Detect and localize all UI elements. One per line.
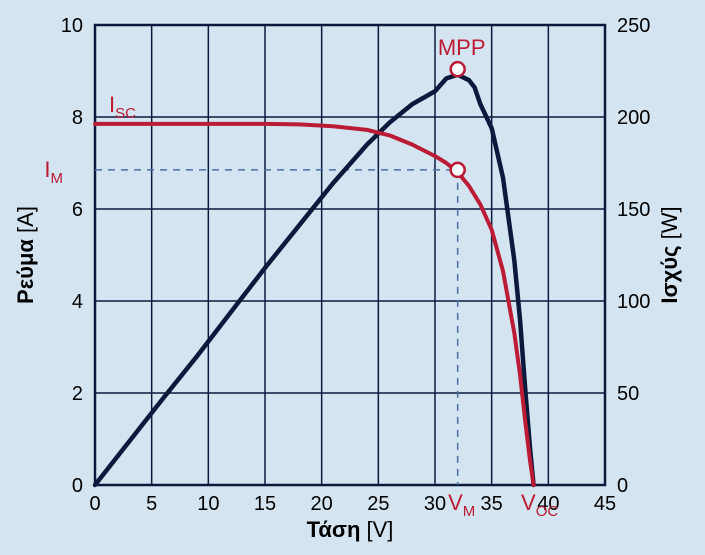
y-right-tick: 100 [617,291,650,313]
x-tick: 35 [481,493,503,515]
y-left-tick: 4 [72,291,83,313]
y-left-tick: 2 [72,383,83,405]
y-left-tick: 8 [72,107,83,129]
x-tick: 25 [367,493,389,515]
y-left-tick: 10 [61,15,83,37]
x-tick: 20 [311,493,333,515]
x-tick: 10 [197,493,219,515]
x-tick: 45 [594,493,616,515]
y-right-tick: 150 [617,199,650,221]
x-tick: 5 [146,493,157,515]
chart-svg: 0510152025303540450246810050100150200250… [0,0,705,555]
y-right-axis-title: Ισχύς [W] [657,206,682,303]
mpp-label: MPP [438,35,486,60]
x-axis-title: Τάση [V] [307,517,394,542]
y-right-tick: 50 [617,383,639,405]
y-right-tick: 200 [617,107,650,129]
y-right-tick: 0 [617,475,628,497]
y-left-tick: 6 [72,199,83,221]
y-left-tick: 0 [72,475,83,497]
x-tick: 30 [424,493,446,515]
pv-iv-chart: 0510152025303540450246810050100150200250… [0,0,705,555]
y-left-axis-title: Ρεύμα [A] [13,206,38,304]
y-right-tick: 250 [617,15,650,37]
x-tick: 0 [89,493,100,515]
x-tick: 15 [254,493,276,515]
